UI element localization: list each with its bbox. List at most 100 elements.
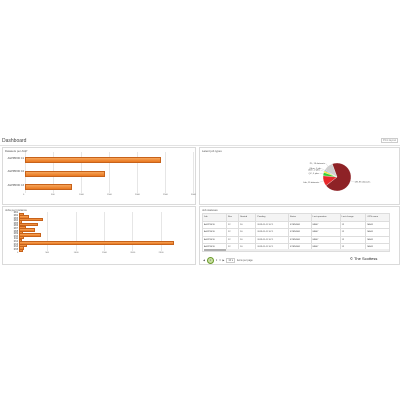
page-size-select[interactable]: 10 ▾ bbox=[226, 258, 235, 263]
jobs-bar-chart: 0 500 1000 1500 2000 2500 R01 R02 R03 R04 R05 R06 R0… bbox=[14, 212, 189, 256]
instance-bar[interactable] bbox=[19, 241, 174, 245]
job-status-table: Job Run Started Pending Status Last operation… bbox=[202, 213, 390, 252]
pie-slice-label: Other, 1 job bbox=[309, 167, 321, 170]
x-tick-label: 2000 bbox=[130, 251, 136, 254]
table-cell: 12 bbox=[339, 228, 367, 237]
pie-slice-label: Job, 15 datasets bbox=[303, 181, 320, 184]
table-row[interactable]: AGPPROD 12 10 2019-11-12 07:1 STRNDB1 MB07 12 M… bbox=[202, 220, 390, 229]
dataset-bar[interactable] bbox=[25, 170, 106, 177]
scrollbar-thumb[interactable] bbox=[204, 249, 226, 251]
x-tick-label: 1000 bbox=[79, 193, 84, 196]
next-page-button[interactable]: ▶ bbox=[222, 259, 225, 262]
table-cell: 12 bbox=[339, 220, 367, 229]
job-types-chart-panel: Latent job types DB, 85 datasets Job, 15 … bbox=[199, 147, 400, 205]
grid-line bbox=[160, 212, 162, 251]
x-tick-label: 2500 bbox=[163, 193, 168, 196]
table-cell: MB41 bbox=[365, 228, 390, 237]
pie-leader-line bbox=[320, 169, 325, 172]
dashboard: Dashboard Print layout Datasets per AGP … bbox=[0, 134, 400, 266]
datasets-chart-panel: Datasets per AGP 0 500 1000 1500 2000 2500 300… bbox=[2, 147, 196, 205]
panel-title: Jobs per instance bbox=[5, 208, 27, 212]
watermark: © The Scottess bbox=[350, 256, 378, 261]
pie-slice-label: Arch, 2 jobs bbox=[308, 169, 320, 172]
instance-bar[interactable] bbox=[19, 228, 35, 232]
table-cell: AGPPROD bbox=[202, 228, 227, 237]
page-button-1[interactable]: 1 bbox=[206, 257, 214, 264]
job-status-table-panel: Job statuses Job Run Started Pending Status L… bbox=[199, 206, 400, 265]
print-layout-button[interactable]: Print layout bbox=[381, 138, 398, 143]
x-tick-label: 2000 bbox=[135, 193, 140, 196]
table-cell: MB07 bbox=[310, 228, 341, 237]
instance-bar[interactable] bbox=[19, 249, 23, 253]
pie-leader-line bbox=[319, 173, 324, 175]
column-header[interactable]: Last change bbox=[339, 213, 367, 222]
instance-category-label: R12 bbox=[13, 240, 18, 243]
table-cell: MB41 bbox=[365, 220, 390, 229]
grid-line bbox=[47, 212, 49, 251]
x-tick-label: 500 bbox=[51, 193, 55, 196]
x-tick-label: 1500 bbox=[107, 193, 112, 196]
instance-category-label: R07 bbox=[13, 227, 18, 230]
instance-bar[interactable] bbox=[19, 233, 41, 237]
dataset-bar[interactable] bbox=[25, 184, 72, 191]
column-header[interactable]: OPS name bbox=[365, 213, 390, 222]
x-tick-label: 2500 bbox=[158, 251, 164, 254]
x-tick-label: 1000 bbox=[73, 251, 79, 254]
table-cell: 12 bbox=[225, 235, 240, 244]
instance-category-label: R08 bbox=[13, 230, 18, 233]
x-tick-label: 0 bbox=[17, 251, 19, 254]
grid-line bbox=[193, 152, 194, 193]
grid-line bbox=[165, 152, 166, 193]
instance-category-label: R02 bbox=[13, 214, 18, 217]
table-row[interactable]: AGPPROD 12 10 2019-11-12 07:1 STRNDB1 MB07 12 M… bbox=[202, 228, 390, 237]
page-button-2[interactable]: 2 bbox=[215, 259, 218, 262]
pie-leader-line bbox=[319, 180, 324, 183]
x-tick-label: 1500 bbox=[102, 251, 107, 254]
pie-slice-label: DB, 85 datasets bbox=[355, 181, 371, 184]
instance-category-label: R15 bbox=[13, 248, 18, 251]
table-row[interactable]: AGPPROD 12 10 2019-11-12 07:1 STRNDB1 MB07 12 M… bbox=[202, 235, 390, 244]
grid-line bbox=[109, 152, 110, 193]
instance-category-label: R05 bbox=[13, 222, 18, 225]
column-header[interactable]: Run bbox=[225, 213, 240, 222]
table-scrollbar[interactable] bbox=[204, 249, 389, 251]
x-tick-label: 0 bbox=[23, 193, 25, 196]
pie-leader-line bbox=[321, 168, 325, 171]
grid-line bbox=[137, 152, 138, 193]
prev-page-button[interactable]: ◀ bbox=[203, 259, 205, 262]
instance-category-label: R13 bbox=[13, 243, 18, 246]
column-header[interactable]: Started bbox=[238, 213, 257, 222]
pie-leader-line bbox=[350, 180, 355, 183]
table-cell: 12 bbox=[225, 228, 240, 237]
pie-slice-label: QC, 5 jobs bbox=[309, 173, 320, 175]
column-header[interactable]: Last operation bbox=[310, 213, 341, 222]
panel-title: Datasets per AGP bbox=[5, 149, 28, 153]
pie-slice[interactable] bbox=[325, 162, 352, 192]
column-header[interactable]: Status bbox=[287, 213, 312, 222]
x-tick-label: 500 bbox=[45, 251, 49, 254]
column-header[interactable]: Job bbox=[202, 213, 227, 222]
table-cell: MB07 bbox=[310, 235, 341, 244]
page-title: Dashboard bbox=[2, 138, 27, 144]
dataset-category-label: AGPPROD C1 bbox=[7, 156, 24, 160]
instance-category-label: R01 bbox=[13, 212, 18, 215]
instance-category-label: R10 bbox=[13, 235, 18, 238]
instance-bar[interactable] bbox=[19, 217, 43, 222]
jobs-chart-panel: Jobs per instance 0 500 1000 1500 2000 2500 R0… bbox=[2, 206, 196, 265]
page-button-3[interactable]: 3 bbox=[219, 259, 221, 262]
pie-slice-label: PL, 15 datasets bbox=[310, 162, 326, 165]
dataset-bar[interactable] bbox=[25, 156, 162, 163]
pager-summary: items per page bbox=[236, 259, 253, 262]
instance-category-label: R09 bbox=[13, 233, 18, 236]
table-header-row: Job Run Started Pending Status Last operation… bbox=[202, 213, 390, 222]
table-cell: 2019-11-12 07:1 bbox=[255, 228, 289, 237]
job-types-pie-chart: DB, 85 datasets Job, 15 datasets QC, 5 job… bbox=[303, 162, 371, 192]
table-cell: 2019-11-12 07:1 bbox=[255, 220, 289, 229]
instance-category-label: R04 bbox=[13, 220, 18, 223]
title-divider bbox=[0, 145, 400, 146]
pie-leader-line bbox=[325, 163, 329, 167]
panel-title: Job statuses bbox=[202, 208, 218, 212]
instance-bar[interactable] bbox=[19, 223, 38, 227]
table-cell: 10 bbox=[238, 220, 257, 229]
column-header[interactable]: Pending bbox=[255, 213, 289, 222]
